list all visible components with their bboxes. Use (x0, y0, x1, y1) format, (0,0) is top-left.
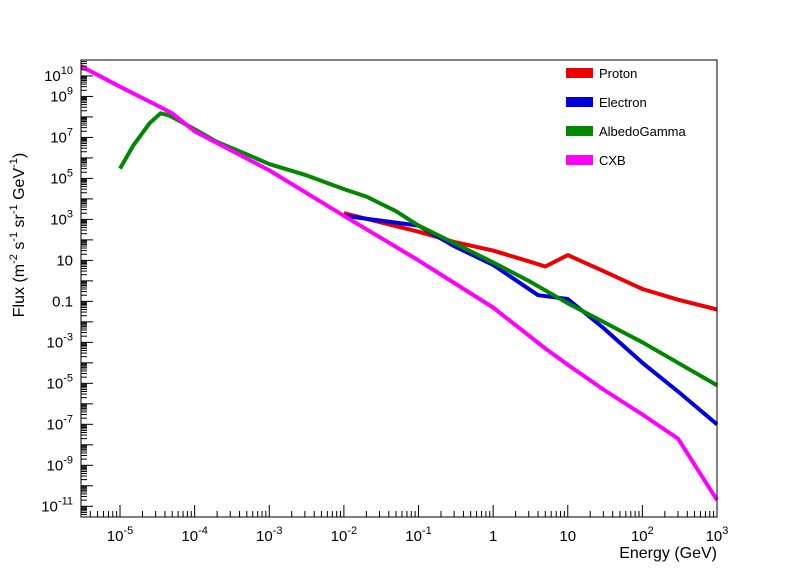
y-tick-label: 10-11 (41, 495, 73, 515)
cxb-legend-swatch (566, 155, 593, 165)
y-tick-label: 10-3 (47, 331, 73, 351)
x-tick-label: 10-3 (256, 525, 282, 545)
electron-legend-swatch (566, 97, 593, 107)
y-tick-label: 10-7 (47, 413, 73, 433)
y-tick-label: 10-9 (47, 454, 73, 474)
albedogamma-series-line (118, 111, 718, 388)
legend: Proton Electron AlbedoGamma CXB (566, 66, 686, 168)
y-tick-label: 1010 (44, 65, 73, 85)
electron-legend-label: Electron (599, 95, 647, 110)
y-tick-label: 103 (50, 208, 73, 228)
y-tick-label: 10 (56, 252, 73, 269)
y-tick-label: 0.1 (52, 293, 73, 310)
y-axis-label: Flux (m-2 s-1 sr-1 GeV-1) (8, 153, 28, 317)
x-tick-label: 103 (706, 525, 729, 545)
y-tick-label: 10-5 (47, 372, 73, 392)
albedogamma-legend-swatch (566, 126, 593, 136)
x-tick-label: 102 (631, 525, 654, 545)
plot-frame (80, 59, 718, 518)
x-axis: 10-5 10-4 10-3 10-2 10-1 1 10 102 103 (80, 505, 729, 545)
cxb-series-line (80, 64, 719, 502)
y-axis: 10-11 10-9 10-7 10-5 10-3 0.1 10 103 105 107 10910… (41, 59, 93, 518)
x-tick-label: 10 (559, 528, 576, 545)
x-tick-label: 10-2 (331, 525, 357, 545)
y-tick-label: 105 (50, 167, 73, 187)
y-tick-label: 109 (50, 85, 73, 105)
x-tick-label: 10-5 (107, 525, 133, 545)
proton-series-line (343, 211, 718, 312)
cxb-legend-label: CXB (599, 153, 626, 168)
y-tick-label: 107 (50, 126, 73, 146)
x-axis-label: Energy (GeV) (619, 545, 717, 562)
proton-legend-label: Proton (599, 66, 637, 81)
series-curves (80, 64, 719, 502)
x-tick-label: 1 (489, 528, 497, 545)
x-tick-label: 10-1 (405, 525, 431, 545)
albedogamma-legend-label: AlbedoGamma (599, 124, 686, 139)
x-tick-label: 10-4 (181, 525, 207, 545)
proton-legend-swatch (566, 68, 593, 78)
